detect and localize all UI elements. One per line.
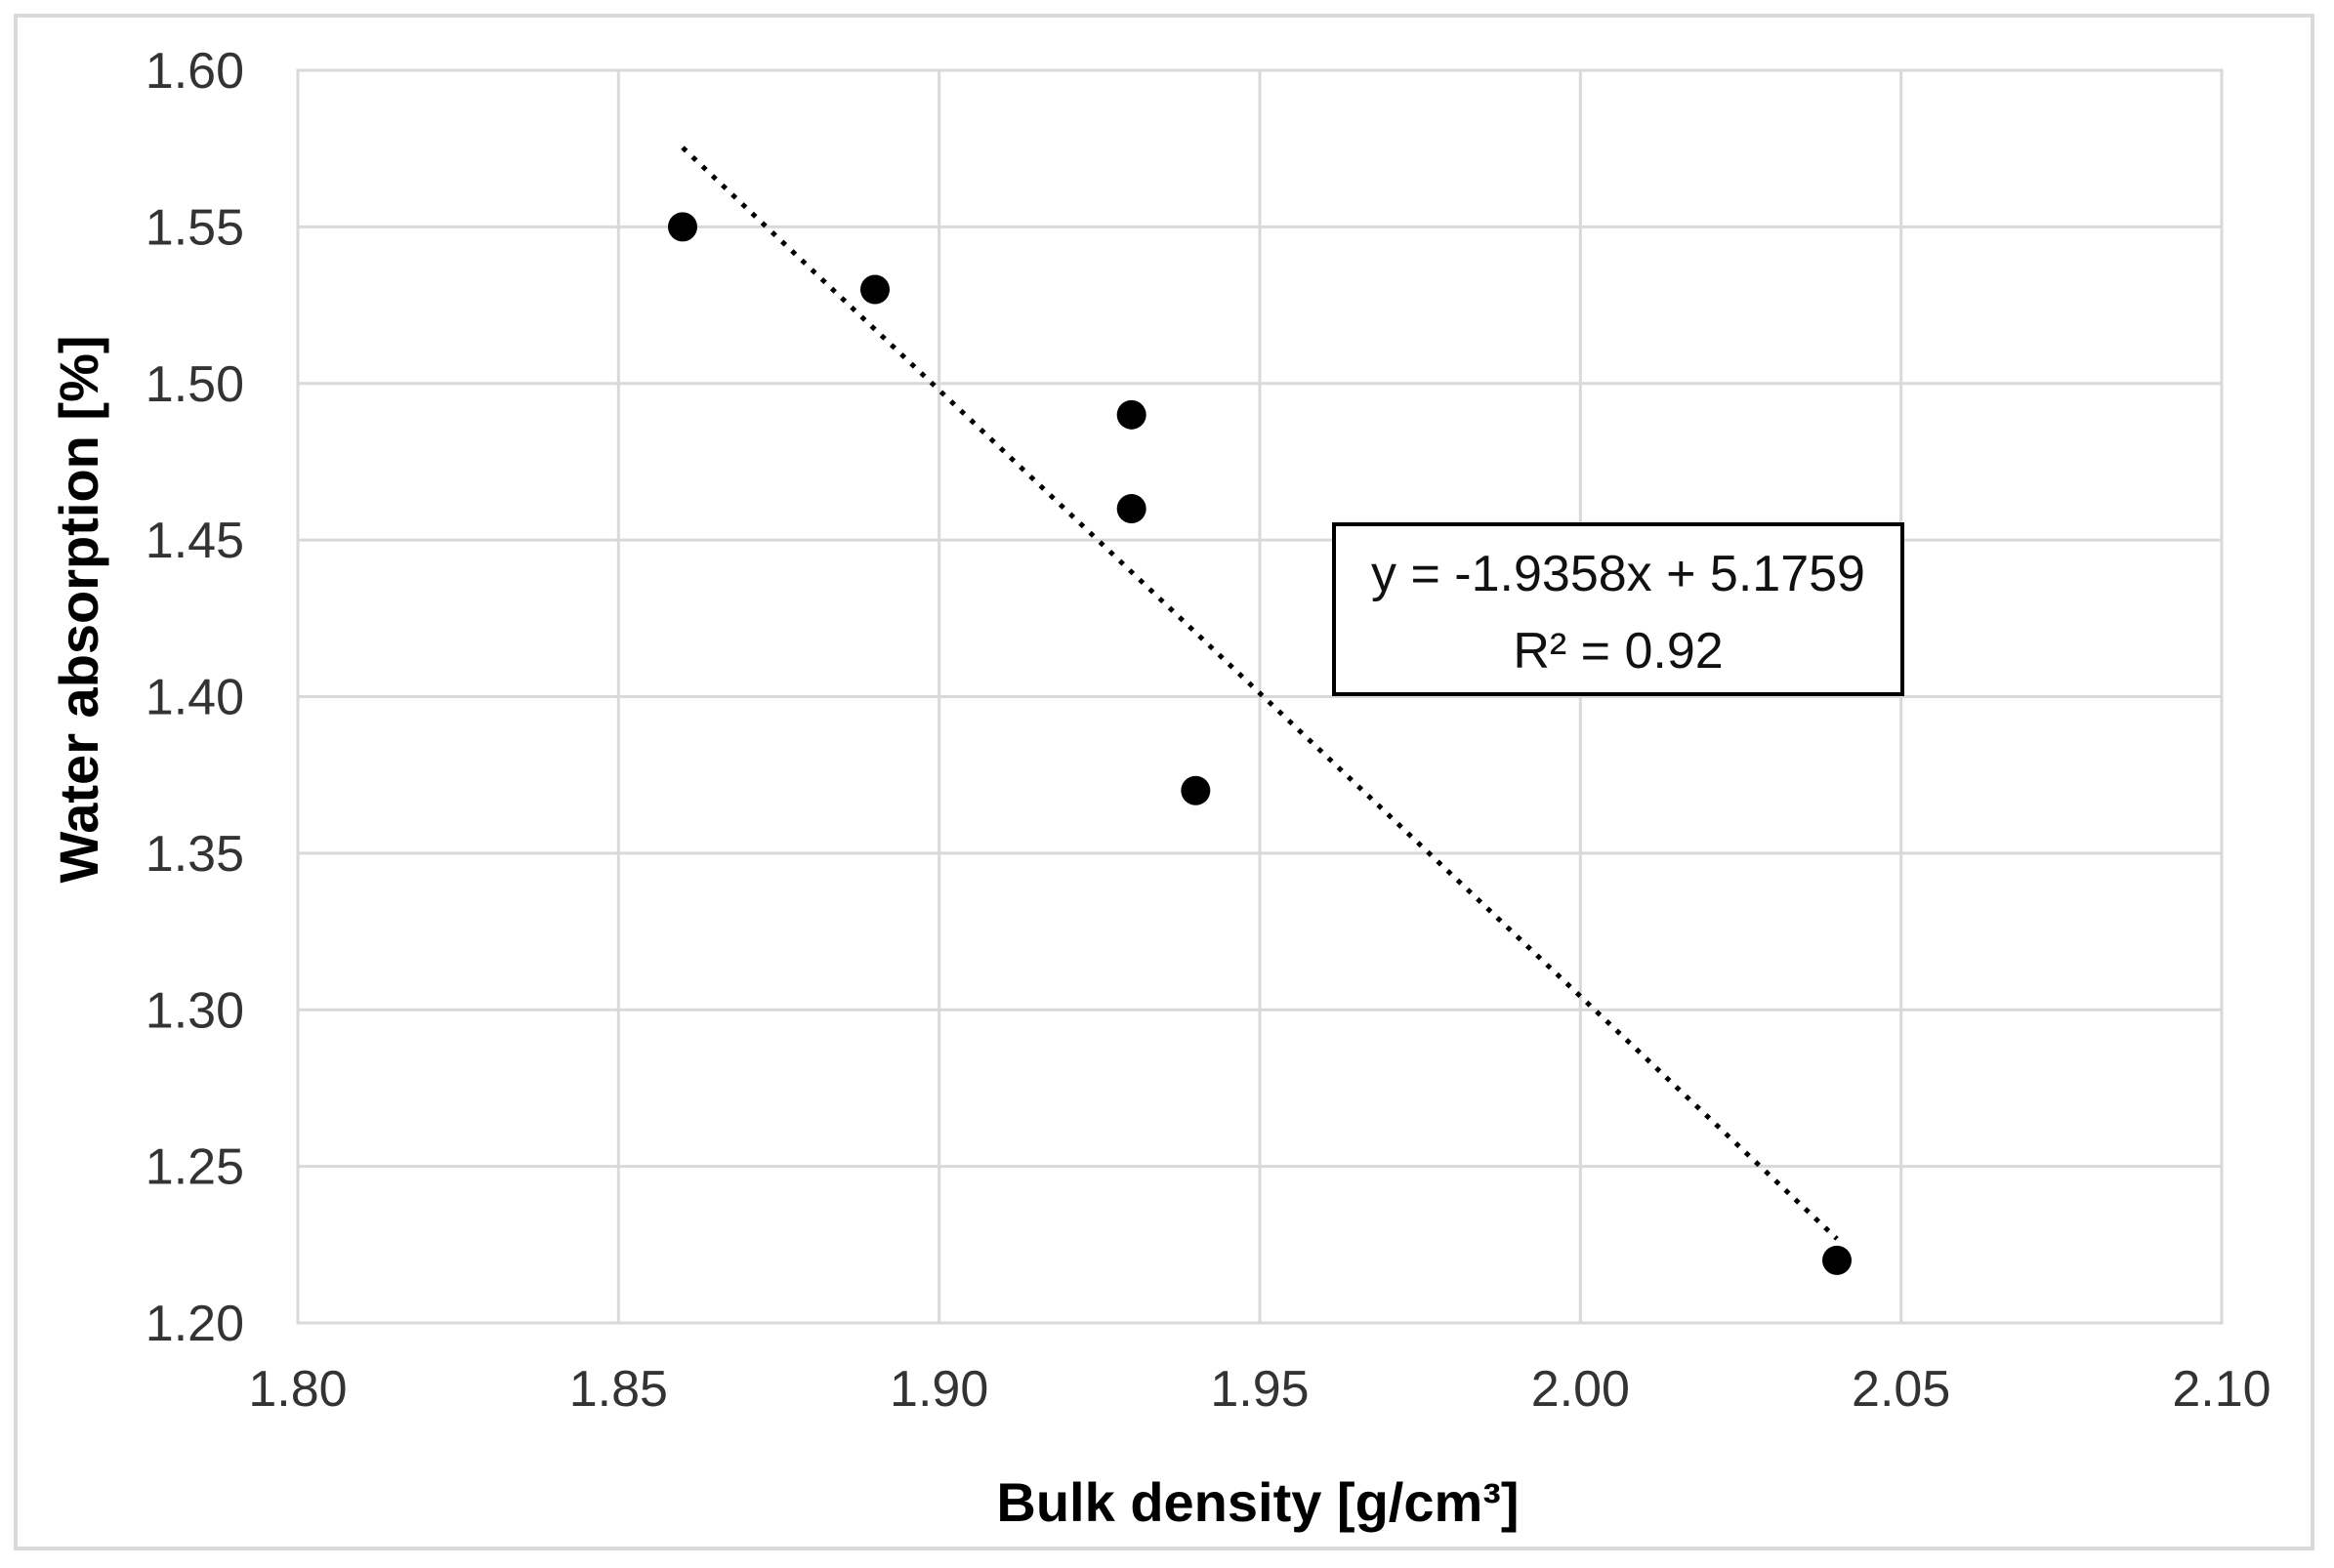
y-tick-label: 1.60 — [146, 43, 244, 100]
grid-lines — [296, 68, 2224, 1325]
x-tick-label: 2.00 — [1531, 1361, 1630, 1418]
x-tick-label: 1.85 — [569, 1361, 668, 1418]
y-tick-label: 1.50 — [146, 356, 244, 413]
data-point — [1181, 775, 1211, 805]
x-axis-title: Bulk density [g/cm³] — [996, 1471, 1519, 1533]
y-tick-label: 1.55 — [146, 199, 244, 256]
x-tick-label: 2.05 — [1852, 1361, 1950, 1418]
data-point — [1116, 494, 1146, 524]
trendline-equation: y = -1.9358x + 5.1759 — [1371, 546, 1865, 602]
y-tick-label: 1.45 — [146, 513, 244, 569]
data-point — [668, 212, 697, 242]
trendline — [681, 145, 1839, 1241]
x-tick-label: 1.90 — [890, 1361, 988, 1418]
y-tick-label: 1.40 — [146, 670, 244, 726]
y-axis-ticks: 1.20 1.25 1.30 1.35 1.40 1.45 1.50 1.55 1.60 — [146, 43, 244, 1352]
y-tick-label: 1.30 — [146, 982, 244, 1039]
x-tick-label: 1.95 — [1210, 1361, 1309, 1418]
x-tick-label: 2.10 — [2172, 1361, 2271, 1418]
r-squared: R² = 0.92 — [1513, 623, 1723, 680]
data-point — [1116, 399, 1146, 430]
trendline-equation-box: y = -1.9358x + 5.1759 R² = 0.92 — [1332, 522, 1904, 696]
x-axis-ticks: 1.80 1.85 1.90 1.95 2.00 2.05 2.10 — [248, 1361, 2271, 1418]
x-tick-label: 1.80 — [248, 1361, 347, 1418]
plot-area-border — [296, 68, 2224, 1325]
y-tick-label: 1.20 — [146, 1296, 244, 1352]
y-axis-title: Water absorption [%] — [48, 335, 109, 883]
data-point — [860, 274, 890, 305]
y-tick-label: 1.35 — [146, 826, 244, 883]
chart-frame — [14, 14, 2314, 1550]
data-point — [1822, 1245, 1852, 1275]
y-tick-label: 1.25 — [146, 1139, 244, 1196]
data-points — [668, 212, 1852, 1275]
